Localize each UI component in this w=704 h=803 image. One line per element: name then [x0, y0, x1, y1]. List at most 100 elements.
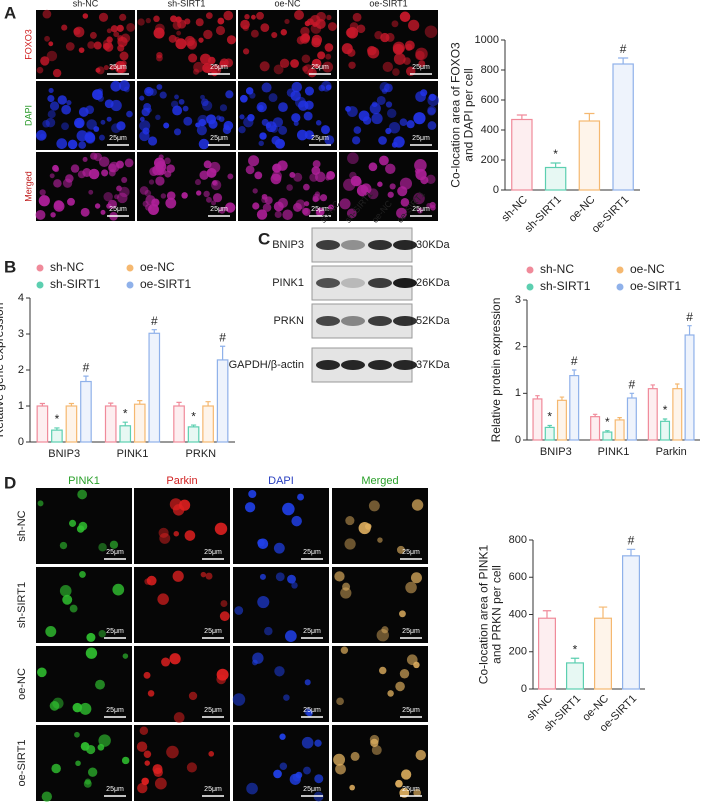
- cell: [279, 733, 286, 740]
- cell: [98, 630, 106, 638]
- cell: [212, 193, 223, 203]
- cell: [67, 197, 75, 206]
- bar: [590, 416, 601, 441]
- cell: [79, 702, 92, 715]
- cell: [124, 158, 134, 168]
- cell: [57, 95, 67, 105]
- scale-bar-label: 25μm: [204, 786, 222, 793]
- cell: [404, 40, 415, 51]
- significance-mark: *: [663, 403, 668, 417]
- y-tick-label: 1000: [475, 34, 499, 46]
- y-axis-label: Relative gene expression: [0, 303, 6, 438]
- scale-bar-label: 25μm: [204, 628, 222, 635]
- cell: [175, 16, 182, 23]
- cell: [98, 156, 110, 168]
- weight-label: 37KDa: [416, 359, 451, 371]
- cell: [42, 119, 50, 128]
- bar: [216, 359, 229, 443]
- cell: [53, 199, 64, 210]
- blot-band: [316, 360, 340, 370]
- significance-mark: *: [547, 410, 552, 424]
- cell: [280, 29, 288, 36]
- bar: [104, 405, 117, 443]
- cell: [244, 14, 250, 20]
- cell: [95, 679, 105, 690]
- cell: [311, 37, 322, 48]
- cell: [120, 33, 131, 43]
- cell: [368, 162, 378, 172]
- bar: [173, 405, 185, 443]
- cell: [418, 60, 426, 68]
- blot-band: [368, 360, 392, 370]
- cell: [428, 93, 437, 101]
- y-tick-label: 600: [509, 571, 527, 583]
- error-bar: [662, 418, 668, 422]
- cell: [381, 626, 389, 634]
- scale-bar-label: 25μm: [106, 549, 124, 556]
- cell: [297, 493, 304, 501]
- cell: [87, 767, 98, 777]
- cell: [247, 114, 255, 122]
- error-bar: [190, 424, 197, 427]
- cell: [314, 774, 324, 784]
- cell: [304, 130, 315, 140]
- bar: [133, 403, 146, 443]
- cell: [320, 125, 330, 135]
- cell: [95, 67, 101, 73]
- cell: [158, 527, 169, 538]
- blot-band: [341, 360, 365, 370]
- x-tick-label: PINK1: [117, 448, 149, 460]
- column-label: sh-NC: [73, 0, 99, 8]
- bar: [614, 419, 625, 441]
- cell: [256, 101, 267, 113]
- y-tick-label: 2: [515, 341, 521, 353]
- cell: [106, 116, 112, 122]
- cell: [195, 18, 204, 27]
- cell: [252, 188, 258, 194]
- panel-label: A: [4, 3, 16, 22]
- significance-mark: *: [553, 147, 558, 161]
- cell: [216, 115, 221, 121]
- cell: [113, 31, 120, 38]
- cell: [115, 160, 124, 169]
- cell: [114, 60, 126, 73]
- cell: [358, 521, 371, 535]
- y-axis-label: and DAPI per cell: [462, 68, 476, 161]
- scale-bar-label: 25μm: [412, 64, 430, 71]
- cell: [183, 116, 193, 126]
- cell: [144, 189, 152, 197]
- scale-bar-label: 25μm: [210, 135, 228, 142]
- protein-label: GAPDH/β-actin: [229, 359, 304, 371]
- cell: [89, 31, 97, 39]
- cell: [279, 762, 288, 770]
- bar: [36, 405, 49, 443]
- error-bar: [108, 402, 114, 406]
- cell: [200, 53, 211, 65]
- cell: [304, 708, 312, 716]
- cell: [242, 25, 249, 32]
- scale-bar-label: 25μm: [311, 64, 329, 71]
- cell: [346, 208, 357, 219]
- cell: [399, 610, 406, 618]
- row-label: DAPI: [23, 105, 33, 126]
- cell: [110, 80, 122, 92]
- scale-bar-label: 25μm: [412, 206, 430, 213]
- cell: [166, 745, 179, 759]
- cell: [182, 105, 189, 112]
- y-tick-label: 400: [509, 608, 527, 620]
- cell: [311, 58, 322, 69]
- cell: [295, 199, 306, 210]
- cell: [385, 101, 393, 108]
- scale-bar-label: 25μm: [303, 707, 321, 714]
- cell: [35, 130, 47, 141]
- cell: [126, 110, 133, 118]
- cell: [107, 199, 118, 209]
- cell: [85, 647, 98, 659]
- cell: [245, 87, 254, 95]
- cell: [157, 168, 165, 176]
- cell: [246, 782, 258, 795]
- bar: [544, 426, 555, 441]
- cell: [406, 120, 415, 129]
- cell: [334, 571, 345, 582]
- cell: [371, 112, 383, 125]
